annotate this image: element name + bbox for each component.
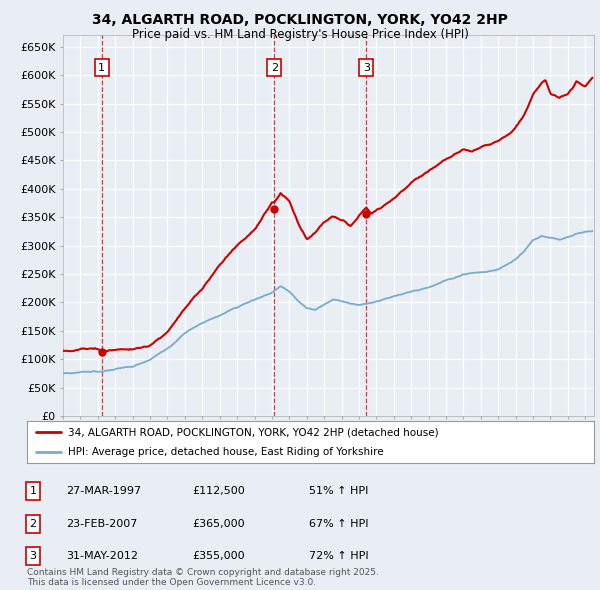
Text: 67% ↑ HPI: 67% ↑ HPI <box>309 519 368 529</box>
Text: 3: 3 <box>363 63 370 73</box>
Text: 1: 1 <box>98 63 106 73</box>
Text: 27-MAR-1997: 27-MAR-1997 <box>66 486 141 496</box>
Text: 23-FEB-2007: 23-FEB-2007 <box>66 519 137 529</box>
Text: Price paid vs. HM Land Registry's House Price Index (HPI): Price paid vs. HM Land Registry's House … <box>131 28 469 41</box>
Text: 34, ALGARTH ROAD, POCKLINGTON, YORK, YO42 2HP: 34, ALGARTH ROAD, POCKLINGTON, YORK, YO4… <box>92 13 508 27</box>
Text: 72% ↑ HPI: 72% ↑ HPI <box>309 552 368 561</box>
Text: £355,000: £355,000 <box>192 552 245 561</box>
Text: Contains HM Land Registry data © Crown copyright and database right 2025.
This d: Contains HM Land Registry data © Crown c… <box>27 568 379 587</box>
Text: 3: 3 <box>29 552 37 561</box>
Text: HPI: Average price, detached house, East Riding of Yorkshire: HPI: Average price, detached house, East… <box>68 447 383 457</box>
Text: 51% ↑ HPI: 51% ↑ HPI <box>309 486 368 496</box>
Text: £365,000: £365,000 <box>192 519 245 529</box>
Text: 2: 2 <box>271 63 278 73</box>
Text: 31-MAY-2012: 31-MAY-2012 <box>66 552 138 561</box>
Text: 2: 2 <box>29 519 37 529</box>
Text: 1: 1 <box>29 486 37 496</box>
Text: 34, ALGARTH ROAD, POCKLINGTON, YORK, YO42 2HP (detached house): 34, ALGARTH ROAD, POCKLINGTON, YORK, YO4… <box>68 427 439 437</box>
Text: £112,500: £112,500 <box>192 486 245 496</box>
